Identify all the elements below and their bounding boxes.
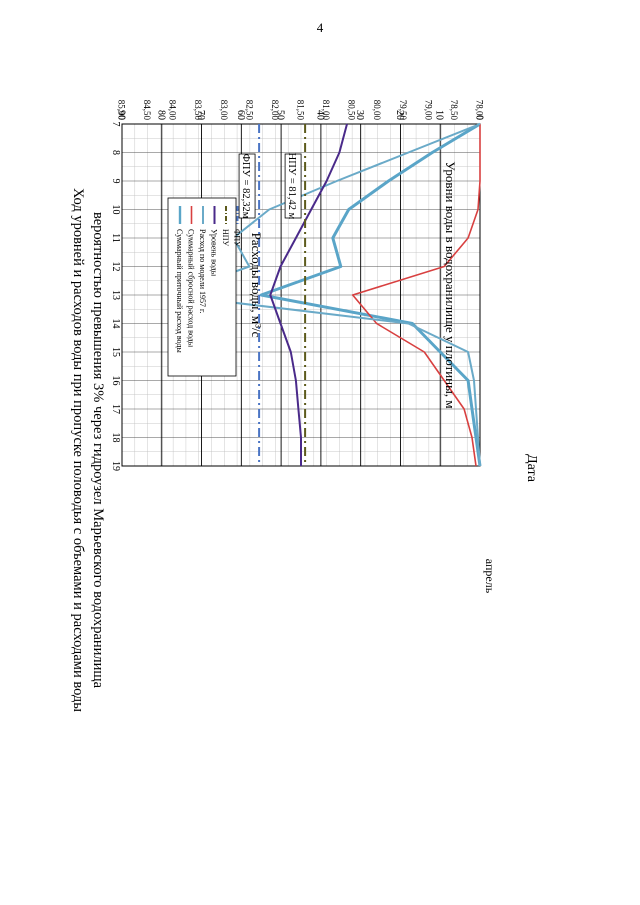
legend-label-3: Уровень воды [210,229,219,277]
left-tick-label: 60 [235,110,246,120]
x-tick-label: 19 [110,461,121,471]
legend-label-1: Суммарный сбросной расход воды [187,229,196,348]
left-tick-label: 20 [394,110,405,120]
x-tick-label: 15 [110,347,121,357]
legend-label-0: Суммарный приточный расход воды [175,229,184,353]
x-tick-label: 10 [110,205,121,215]
npu-annotation: НПУ = 81,42 м [286,153,297,220]
right-tick-label: 82,50 [244,100,254,121]
left-tick-label: 0 [474,115,485,120]
right-tick-label: 79,00 [423,100,433,121]
x-tick-label: 13 [110,290,121,300]
right-tick-label: 81,00 [321,100,331,121]
right-tick-label: 82,00 [270,100,280,121]
series-line-3 [269,123,348,466]
left-tick-label: 70 [195,110,206,120]
x-tick-label: 9 [110,179,121,184]
x-tick-label: 16 [110,376,121,386]
legend-label-5: ФПУ [233,229,242,247]
right-tick-label: 79,50 [398,100,408,121]
x-tick-label: 12 [110,262,121,272]
x-tick-label: 14 [110,319,121,329]
series-line-1 [351,124,481,467]
legend: Суммарный приточный расход воды Суммарный… [167,197,242,377]
page-number: 4 [316,20,324,35]
x-month-label: апрель [483,559,497,594]
legend-label-4: НПУ [221,229,230,247]
left-tick-label: 50 [275,110,286,120]
right-axis-label: Уровни воды в водохранилище у плотины, м [443,161,458,408]
x-tick-label: 17 [110,404,121,414]
right-tick-label: 83,00 [219,100,229,121]
left-tick-label: 80 [155,110,166,120]
x-axis-label: Дата [524,454,539,483]
x-tick-label: 18 [110,433,121,443]
right-tick-label: 78,50 [449,100,459,121]
right-tick-label: 84,50 [142,100,152,121]
right-tick-label: 80,00 [372,100,382,121]
right-tick-label: 85,00 [117,100,127,121]
fpu-annotation: ФПУ = 82,32м [240,154,251,219]
chart-title-line1: Ход уровней и расходов воды при пропуске… [70,188,86,712]
chart-title-line2: вероятностью превышения 3% через гидроуз… [90,212,106,689]
left-tick-label: 40 [314,110,325,120]
right-tick-label: 84,00 [168,100,178,121]
left-tick-label: 10 [434,110,445,120]
x-tick-label: 11 [110,233,121,243]
right-tick-label: 78,00 [475,100,485,121]
fpu-annotation-box [238,153,256,219]
right-tick-label: 80,50 [347,100,357,121]
left-tick-label: 30 [354,110,365,120]
series-line-0 [259,122,482,467]
left-tick-label: 90 [116,110,127,120]
x-tick-label: 8 [110,150,121,155]
right-tick-label: 81,50 [296,100,306,121]
x-tick-label: 7 [110,122,121,127]
legend-label-2: Расход по модели 1957 г. [198,229,207,313]
npu-annotation-box [284,153,302,219]
right-tick-label: 83,50 [193,100,203,121]
left-axis-label: Расходы воды, м³/с [249,233,264,338]
